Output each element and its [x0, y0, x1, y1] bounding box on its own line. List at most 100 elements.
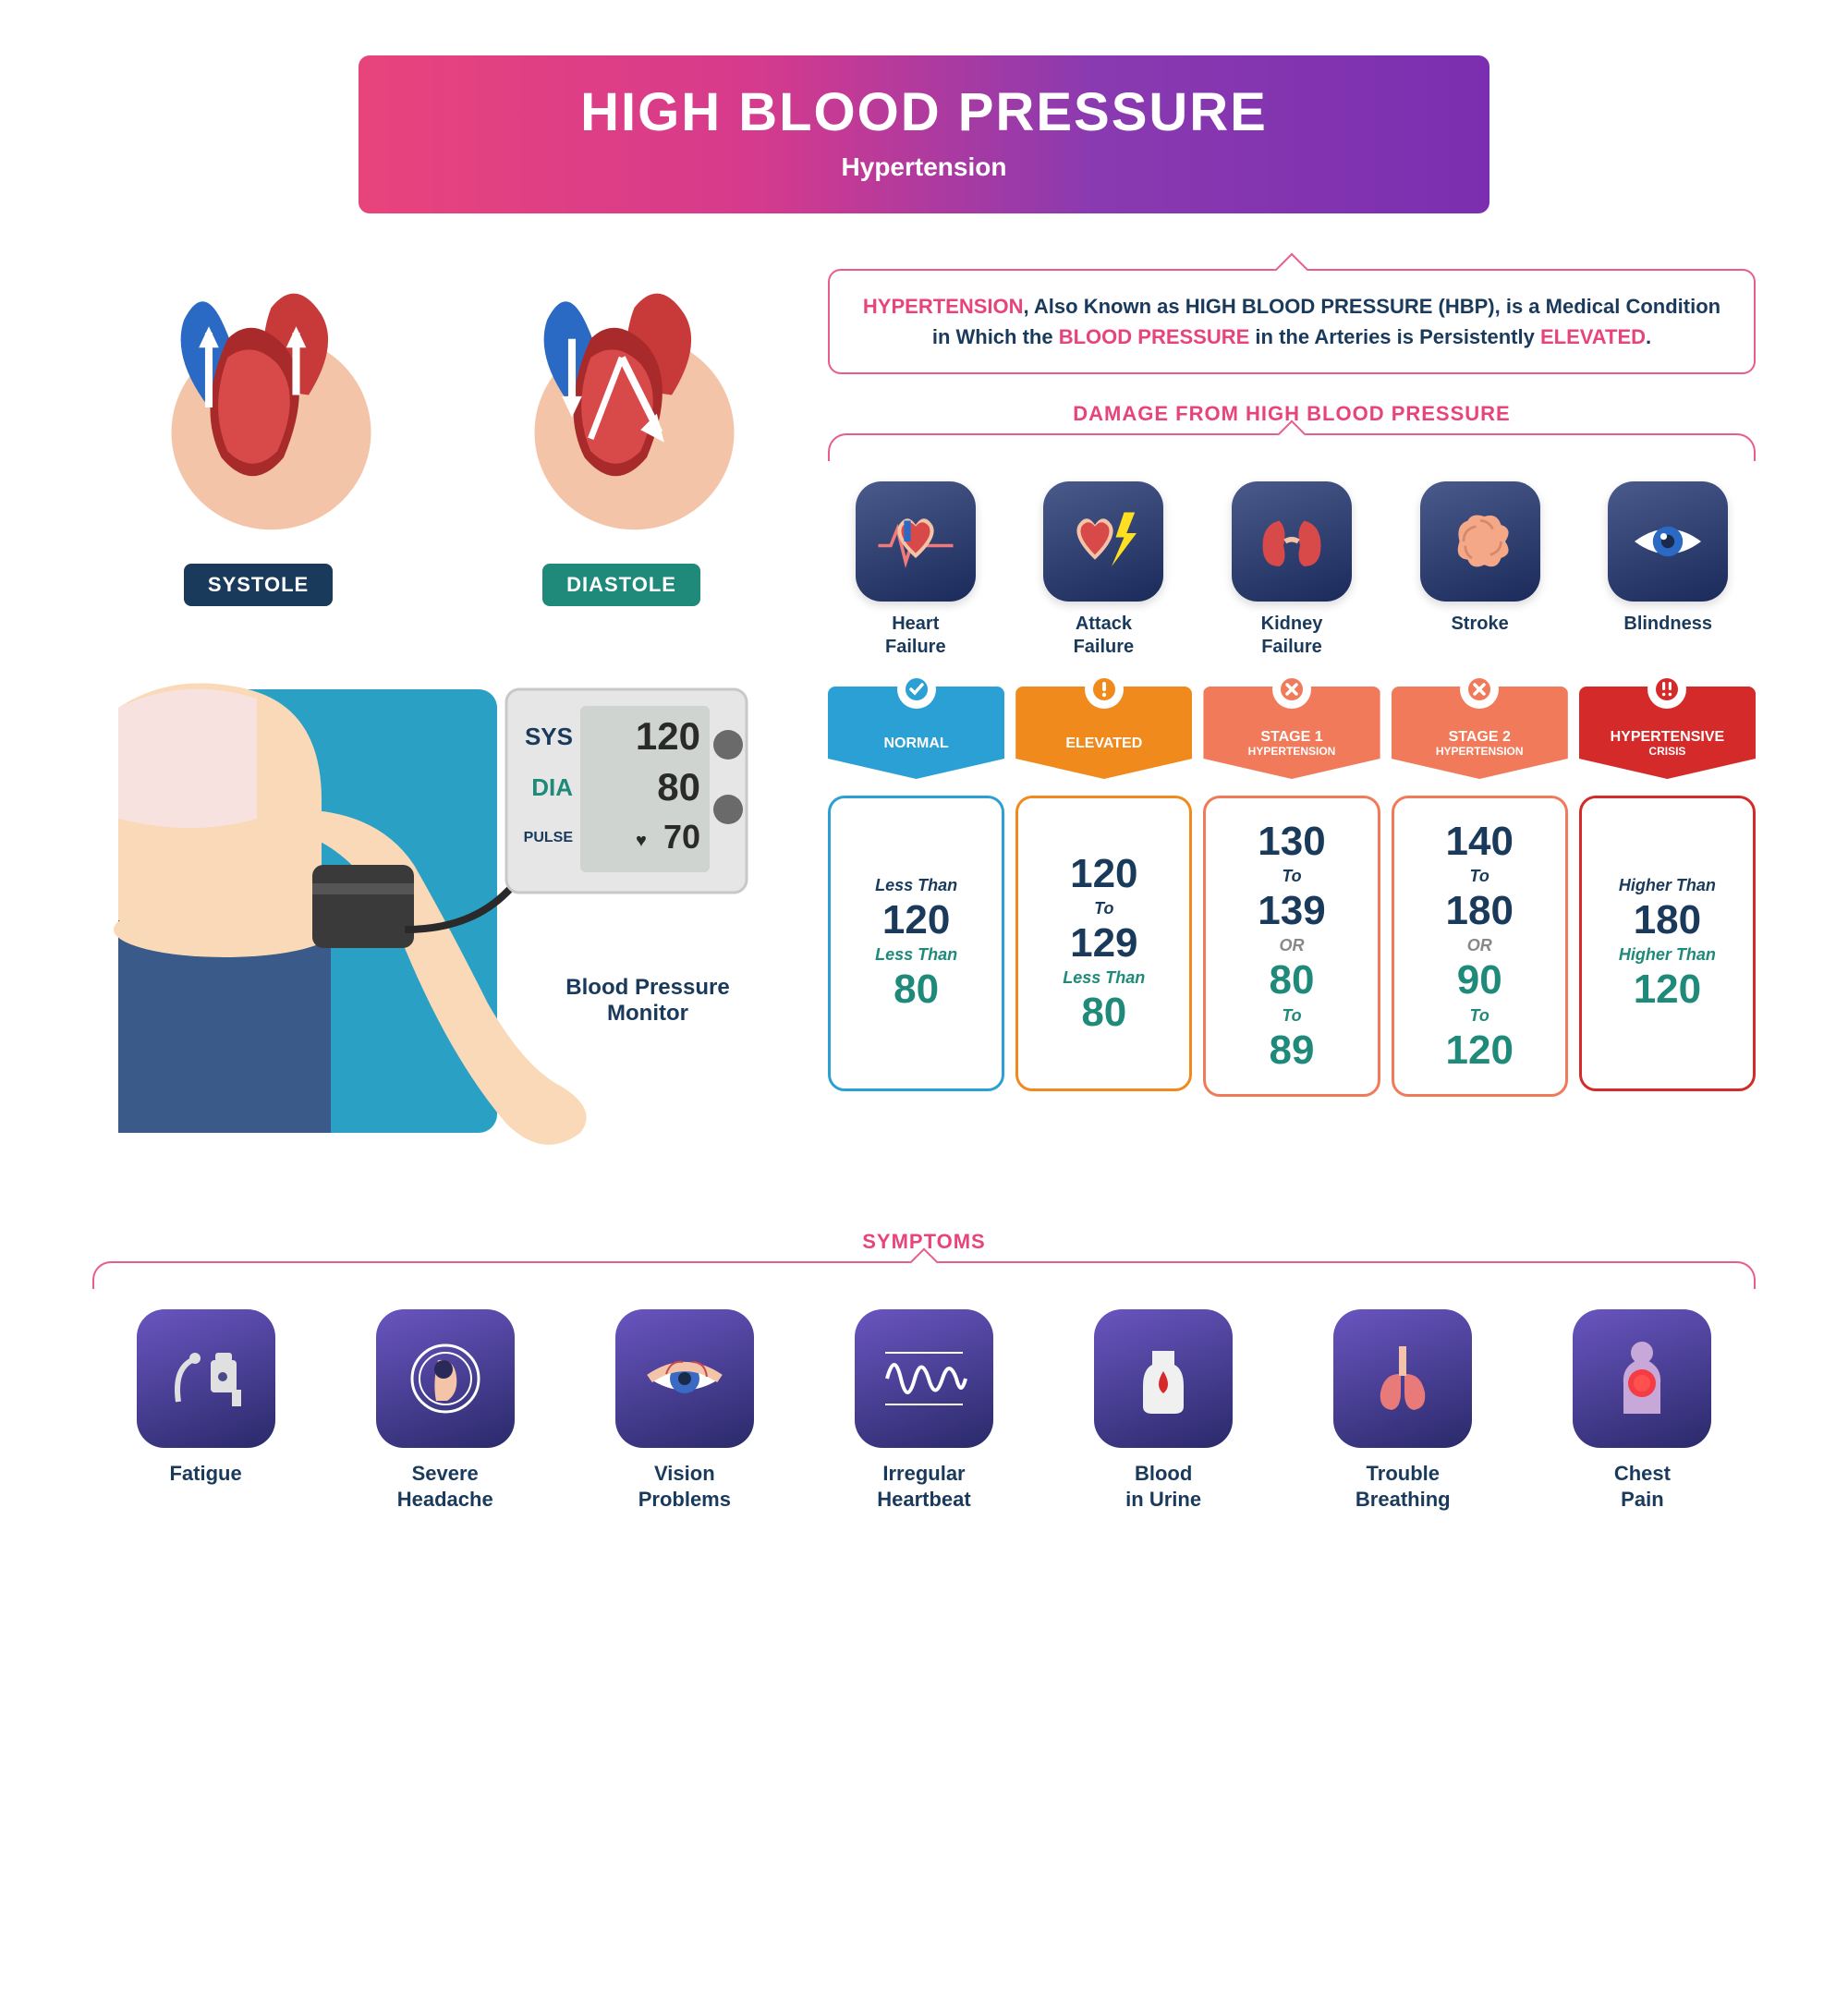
stage-flag: HYPERTENSIVE CRISIS	[1579, 687, 1756, 779]
stage-column: STAGE 2 HYPERTENSION140To180OR90To120	[1392, 687, 1568, 1097]
symptoms-row: Fatigue SevereHeadache VisionProblems Ir…	[92, 1309, 1756, 1512]
stage-sub: HYPERTENSION	[1209, 746, 1374, 759]
stage-name: NORMAL	[833, 736, 999, 752]
systole-heart-icon	[134, 269, 383, 546]
callout-hot-3: ELEVATED	[1540, 325, 1646, 348]
symptom-card: SevereHeadache	[332, 1309, 558, 1512]
stage-badge-icon	[897, 670, 936, 709]
callout-text-2: in the Arteries is Persistently	[1249, 325, 1540, 348]
sys-link: To	[1402, 867, 1558, 886]
stage-flag: NORMAL	[828, 687, 1004, 779]
damage-card: KidneyFailure	[1204, 481, 1380, 659]
systole-label: SYSTOLE	[184, 564, 333, 606]
fatigue-icon	[137, 1309, 275, 1448]
stage-column: ELEVATED 120To129Less Than80	[1015, 687, 1192, 1097]
irregular-heartbeat-icon	[855, 1309, 993, 1448]
dia-value: 90	[1402, 959, 1558, 1002]
header-subtitle: Hypertension	[395, 152, 1453, 182]
sys-value: 120	[838, 899, 994, 942]
callout-hot-1: HYPERTENSION	[863, 295, 1024, 318]
damage-bracket	[828, 433, 1756, 461]
stage-flag: ELEVATED	[1015, 687, 1192, 779]
diastole-heart-icon	[497, 269, 747, 546]
symptom-label: SevereHeadache	[332, 1461, 558, 1512]
damage-label: Blindness	[1580, 613, 1756, 636]
attack-failure-icon	[1043, 481, 1163, 602]
dia-prefix: Less Than	[838, 945, 994, 965]
stage-column: HYPERTENSIVE CRISISHigher Than180Higher …	[1579, 687, 1756, 1097]
monitor-illustration: SYS 120 DIA 80 PULSE ♥ 70 Blood Pressure…	[92, 652, 791, 1174]
left-column: SYSTOLE DIASTOLE	[92, 269, 791, 1174]
symptom-label: ChestPain	[1529, 1461, 1756, 1512]
sys-value: 140	[1402, 821, 1558, 863]
stage-name: STAGE 1	[1209, 729, 1374, 746]
callout-hot-2: BLOOD PRESSURE	[1059, 325, 1250, 348]
symptom-card: Fatigue	[92, 1309, 319, 1512]
stroke-icon	[1420, 481, 1540, 602]
damage-label: Stroke	[1392, 613, 1568, 636]
monitor-sys-value: 120	[636, 714, 700, 758]
mid-link: OR	[1402, 936, 1558, 955]
dia-link: To	[1402, 1006, 1558, 1026]
stage-badge-icon	[1460, 670, 1499, 709]
symptom-card: VisionProblems	[571, 1309, 797, 1512]
blindness-icon	[1608, 481, 1728, 602]
dia-link: To	[1213, 1006, 1369, 1026]
stage-flag: STAGE 2 HYPERTENSION	[1392, 687, 1568, 779]
vision-problems-icon	[615, 1309, 754, 1448]
dia-value: 80	[1026, 991, 1182, 1034]
dia-value: 120	[1589, 968, 1745, 1011]
stage-name: ELEVATED	[1021, 736, 1186, 752]
monitor-pulse-value: 70	[663, 818, 700, 856]
symptom-card: IrregularHeartbeat	[810, 1309, 1037, 1512]
header-banner: HIGH BLOOD PRESSURE Hypertension	[359, 55, 1489, 213]
symptom-label: TroubleBreathing	[1290, 1461, 1516, 1512]
dia-value-2: 89	[1213, 1029, 1369, 1072]
header-title: HIGH BLOOD PRESSURE	[395, 81, 1453, 143]
bp-stages-row: NORMAL Less Than120Less Than80 ELEVATED …	[828, 687, 1756, 1097]
damage-label: HeartFailure	[828, 613, 1003, 659]
stage-range-box: 130To139OR80To89	[1203, 796, 1380, 1097]
definition-callout: HYPERTENSION, Also Known as HIGH BLOOD P…	[828, 269, 1756, 374]
damage-icons-row: HeartFailure AttackFailure KidneyFailure…	[828, 481, 1756, 659]
sys-value-2: 180	[1402, 890, 1558, 932]
stage-flag: STAGE 1 HYPERTENSION	[1203, 687, 1380, 779]
stage-sub: CRISIS	[1585, 746, 1750, 759]
svg-text:DIA: DIA	[531, 773, 573, 801]
sys-value: 180	[1589, 899, 1745, 942]
symptom-label: IrregularHeartbeat	[810, 1461, 1037, 1512]
dia-prefix: Less Than	[1026, 968, 1182, 988]
stage-badge-icon	[1647, 670, 1686, 709]
dia-value: 80	[1213, 959, 1369, 1002]
svg-text:PULSE: PULSE	[524, 830, 574, 845]
sys-link: To	[1213, 867, 1369, 886]
heart-diagrams: SYSTOLE DIASTOLE	[92, 269, 791, 606]
severe-headache-icon	[376, 1309, 515, 1448]
symptom-card: Bloodin Urine	[1051, 1309, 1277, 1512]
symptom-card: ChestPain	[1529, 1309, 1756, 1512]
monitor-dia-value: 80	[657, 765, 700, 808]
svg-text:♥: ♥	[636, 831, 647, 851]
main-layout: SYSTOLE DIASTOLE	[92, 269, 1756, 1174]
stage-range-box: Less Than120Less Than80	[828, 796, 1004, 1091]
sys-value: 130	[1213, 821, 1369, 863]
diastole-label: DIASTOLE	[542, 564, 700, 606]
damage-card: Stroke	[1392, 481, 1568, 659]
sys-prefix: Less Than	[838, 876, 994, 895]
symptom-label: Fatigue	[92, 1461, 319, 1487]
stage-range-box: Higher Than 180 Higher Than 120	[1579, 796, 1756, 1091]
damage-card: Blindness	[1580, 481, 1756, 659]
symptom-card: TroubleBreathing	[1290, 1309, 1516, 1512]
damage-label: KidneyFailure	[1204, 613, 1380, 659]
diastole-block: DIASTOLE	[452, 269, 791, 606]
stage-badge-icon	[1085, 670, 1124, 709]
stage-range-box: 120To129Less Than80	[1015, 796, 1192, 1091]
dia-prefix: Higher Than	[1589, 945, 1745, 965]
stage-sub: HYPERTENSION	[1397, 746, 1562, 759]
damage-label: AttackFailure	[1016, 613, 1192, 659]
monitor-caption: Blood Pressure Monitor	[532, 975, 763, 1027]
sys-prefix: Higher Than	[1589, 876, 1745, 895]
stage-range-box: 140To180OR90To120	[1392, 796, 1568, 1097]
stage-column: NORMAL Less Than120Less Than80	[828, 687, 1004, 1097]
stage-name: HYPERTENSIVE	[1585, 729, 1750, 746]
